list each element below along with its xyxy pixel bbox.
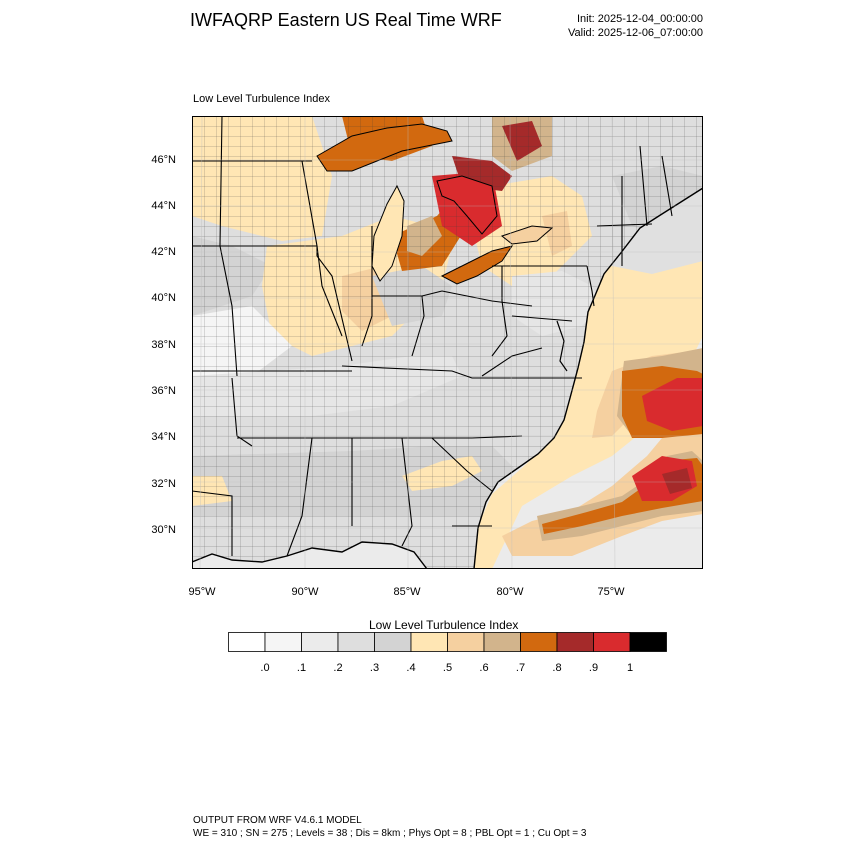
lon-label: 75°W [597,586,625,598]
colorbar-swatch [593,632,631,652]
colorbar-label: .7 [515,662,526,674]
colorbar-label: .6 [479,662,489,674]
colorbar-label: .0 [260,662,270,674]
map-frame [192,116,703,569]
colorbar-label: 1 [626,662,634,674]
colorbar-label: .1 [296,662,307,674]
colorbar-label: .2 [333,662,343,674]
gridlines [192,115,703,570]
lat-label: 40°N [151,292,176,304]
turbulence-map [191,115,704,570]
colorbar-label: .9 [588,662,599,674]
colorbar-swatch [264,632,302,652]
lat-label: 42°N [151,246,176,258]
colorbar-swatch [374,632,412,652]
figure-title: IWFAQRP Eastern US Real Time WRF [190,10,502,30]
colorbar-swatch [520,632,558,652]
footer-settings: WE = 310 ; SN = 275 ; Levels = 38 ; Dis … [193,828,587,839]
lat-label: 46°N [151,154,176,166]
lat-label: 44°N [151,200,176,212]
great-lakes [316,123,554,285]
colorbar-swatch [301,632,339,652]
lon-label: 80°W [496,586,524,598]
init-time: Init: 2025-12-04_00:00:00 [577,13,703,25]
colorbar-swatch [447,632,485,652]
lat-label: 32°N [151,478,176,490]
lat-label: 36°N [151,385,176,397]
lat-label: 38°N [151,339,176,351]
colorbar-label: .4 [406,662,416,674]
colorbar-swatch [410,632,448,652]
colorbar [228,632,667,652]
colorbar-swatch [228,632,266,652]
chesapeake-bay [556,320,568,372]
lon-label: 90°W [291,586,319,598]
colorbar-swatch [483,632,521,652]
map-svg [191,115,704,570]
colorbar-title: Low Level Turbulence Index [369,618,519,632]
lat-label: 30°N [151,524,176,536]
footer-model: OUTPUT FROM WRF V4.6.1 MODEL [193,815,362,826]
colorbar-label: .3 [369,662,380,674]
colorbar-swatch [337,632,375,652]
lon-label: 95°W [188,586,216,598]
colorbar-swatch [629,632,667,652]
valid-time: Valid: 2025-12-06_07:00:00 [568,27,703,39]
field-title: Low Level Turbulence Index [193,93,330,105]
coastline [191,187,704,570]
lon-label: 85°W [393,586,421,598]
colorbar-label: .5 [442,662,453,674]
colorbar-label: .8 [552,662,562,674]
lat-label: 34°N [151,431,176,443]
colorbar-swatch [556,632,594,652]
